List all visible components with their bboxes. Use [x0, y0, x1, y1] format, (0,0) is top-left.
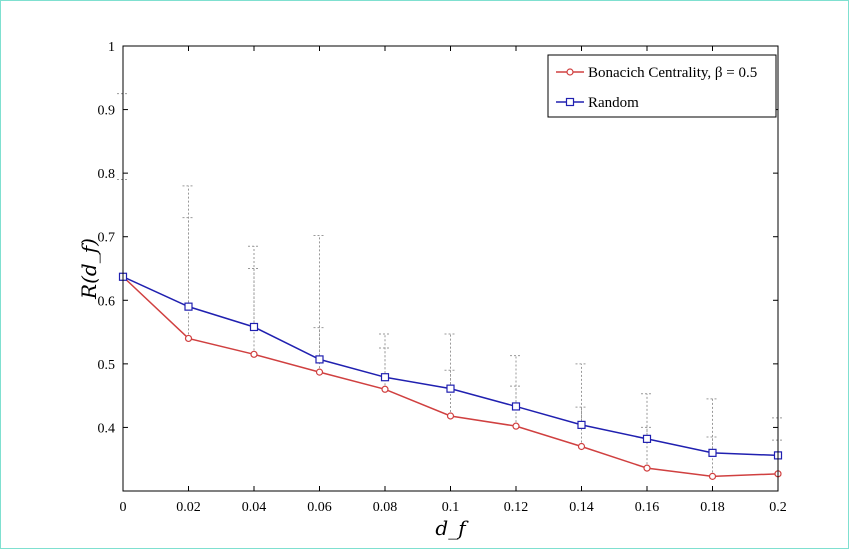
data-point: [184, 302, 193, 311]
x-tick-label: 0.04: [242, 500, 267, 515]
data-point: [446, 412, 455, 420]
data-point: [380, 373, 390, 382]
y-tick-label: 0.6: [98, 294, 116, 309]
x-ticks: 0 0.02 0.04 0.06 0.08 0.1 0.12 0.14 0.16 0.18 0.2: [120, 46, 787, 515]
data-point: [708, 472, 717, 480]
x-tick-label: 0.14: [569, 500, 594, 515]
y-ticks: 0.4 0.5 0.6 0.7 0.8 0.9 1: [98, 40, 778, 436]
data-point: [315, 368, 324, 376]
data-point: [511, 402, 521, 411]
data-point: [577, 420, 586, 429]
data-point: [184, 334, 193, 343]
x-tick-label: 0.12: [504, 500, 529, 515]
y-tick-label: 1: [108, 40, 115, 55]
x-tick-label: 0.08: [373, 500, 398, 515]
data-point: [512, 422, 520, 430]
legend-marker: [566, 68, 574, 76]
data-point: [249, 322, 259, 332]
data-point: [381, 385, 389, 393]
y-tick-label: 0.7: [98, 231, 116, 246]
x-tick-label: 0.18: [700, 500, 725, 515]
data-point: [577, 442, 586, 451]
series-line: [122, 276, 779, 457]
legend: Bonacich Centrality, β = 0.5 Random: [547, 54, 777, 118]
legend-label: Random: [588, 95, 639, 111]
y-tick-label: 0.9: [98, 104, 116, 119]
series-markers: [118, 272, 783, 480]
legend-box: [547, 54, 777, 118]
data-point: [643, 464, 651, 472]
data-point: [250, 350, 258, 358]
y-tick-label: 0.8: [98, 167, 116, 182]
x-tick-label: 0.06: [307, 500, 332, 515]
data-point: [446, 384, 455, 393]
x-axis-label: d_f: [435, 516, 469, 540]
x-tick-label: 0: [120, 500, 127, 515]
x-tick-label: 0.1: [442, 500, 460, 515]
y-axis-label: R(d_f): [77, 238, 101, 300]
x-tick-label: 0.02: [176, 500, 201, 515]
legend-marker: [565, 97, 575, 107]
x-tick-label: 0.16: [635, 500, 660, 515]
data-point: [315, 355, 324, 364]
data-point: [708, 448, 717, 457]
data-point: [642, 434, 652, 443]
y-tick-label: 0.5: [98, 358, 116, 373]
y-tick-label: 0.4: [98, 421, 116, 436]
x-tick-label: 0.2: [769, 500, 787, 515]
legend-label: Bonacich Centrality, β = 0.5: [588, 65, 757, 81]
